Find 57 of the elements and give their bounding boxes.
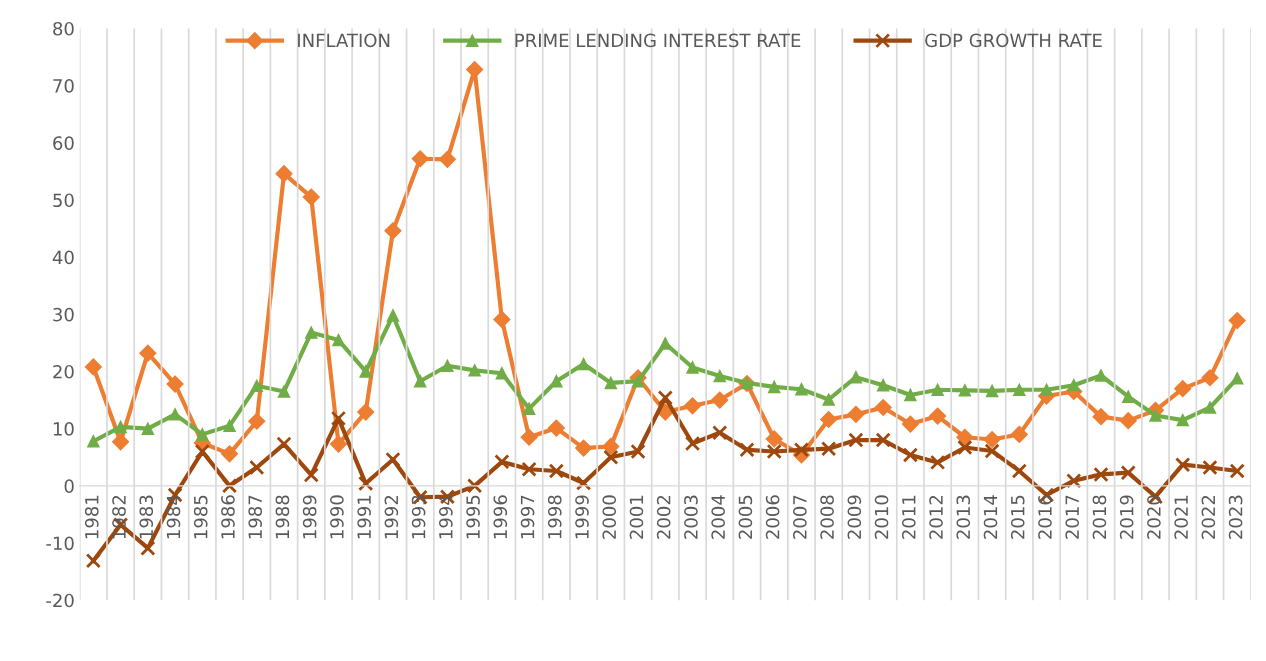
y-tick-label: 40 — [52, 250, 74, 265]
x-tick-label: 1988 — [275, 495, 290, 539]
legend-label: INFLATION — [298, 33, 390, 48]
x-tick-label: 2014 — [983, 495, 998, 539]
x-tick-label: 1991 — [357, 495, 371, 539]
y-tick-label: 80 — [53, 21, 74, 36]
x-tick-label: 1994 — [438, 495, 453, 539]
x-tick-label: 2007 — [793, 495, 807, 539]
x-tick-label: 1983 — [139, 495, 154, 539]
x-tick-label: 1985 — [193, 495, 208, 539]
x-tick-label: 2005 — [738, 495, 753, 539]
x-tick-label: 2004 — [711, 495, 725, 539]
x-tick-label: 1997 — [520, 495, 535, 539]
x-tick-label: 1981 — [84, 495, 99, 539]
x-tick-label: 2022 — [1201, 495, 1216, 539]
y-tick-label: 0 — [64, 479, 74, 493]
x-tick-label: 1984 — [166, 495, 181, 539]
x-tick-label: 2019 — [1119, 495, 1134, 539]
x-tick-label: 2016 — [1038, 495, 1052, 539]
y-tick-label: 10 — [53, 422, 74, 436]
y-tick-label: 70 — [53, 79, 74, 93]
x-tick-label: 2008 — [820, 495, 834, 539]
x-tick-label: 1996 — [493, 495, 508, 539]
x-tick-label: 2012 — [929, 495, 943, 539]
x-tick-label: 1989 — [302, 495, 317, 539]
x-tick-label: 2001 — [629, 495, 644, 539]
y-tick-label: 60 — [53, 136, 74, 150]
y-tick-label: 30 — [53, 307, 74, 322]
x-tick-label: 2018 — [1092, 495, 1107, 539]
y-tick-label: -20 — [46, 593, 74, 608]
legend-label: PRIME LENDING INTEREST RATE — [515, 33, 801, 48]
x-tick-label: 2009 — [847, 495, 862, 539]
x-tick-label: 2006 — [765, 495, 780, 539]
x-tick-label: 2010 — [874, 495, 889, 539]
x-tick-label: 2000 — [602, 495, 617, 539]
y-tick-label: 50 — [53, 193, 74, 208]
x-tick-label: 1993 — [411, 495, 426, 539]
x-tick-label: 2002 — [656, 495, 671, 539]
x-tick-label: 1986 — [221, 495, 235, 539]
x-tick-label: 2003 — [684, 495, 698, 539]
y-tick-label: -10 — [46, 536, 74, 551]
x-tick-label: 2015 — [1010, 495, 1025, 539]
x-tick-label: 1998 — [547, 495, 562, 539]
x-tick-label: 2011 — [901, 495, 916, 539]
x-tick-label: 2021 — [1174, 495, 1188, 539]
x-tick-label: 1999 — [575, 495, 589, 539]
x-tick-label: 1982 — [112, 495, 126, 539]
x-tick-label: 1990 — [330, 495, 344, 539]
x-tick-label: 1992 — [384, 495, 399, 539]
x-tick-label: 1995 — [466, 495, 480, 539]
x-tick-label: 1987 — [248, 495, 263, 539]
x-tick-label: 2013 — [956, 495, 971, 539]
y-tick-label: 20 — [53, 364, 74, 379]
x-tick-label: 2017 — [1065, 495, 1080, 539]
legend-label: GDP GROWTH RATE — [925, 33, 1102, 48]
x-tick-label: 2023 — [1228, 495, 1243, 539]
x-tick-label: 2020 — [1147, 495, 1161, 539]
